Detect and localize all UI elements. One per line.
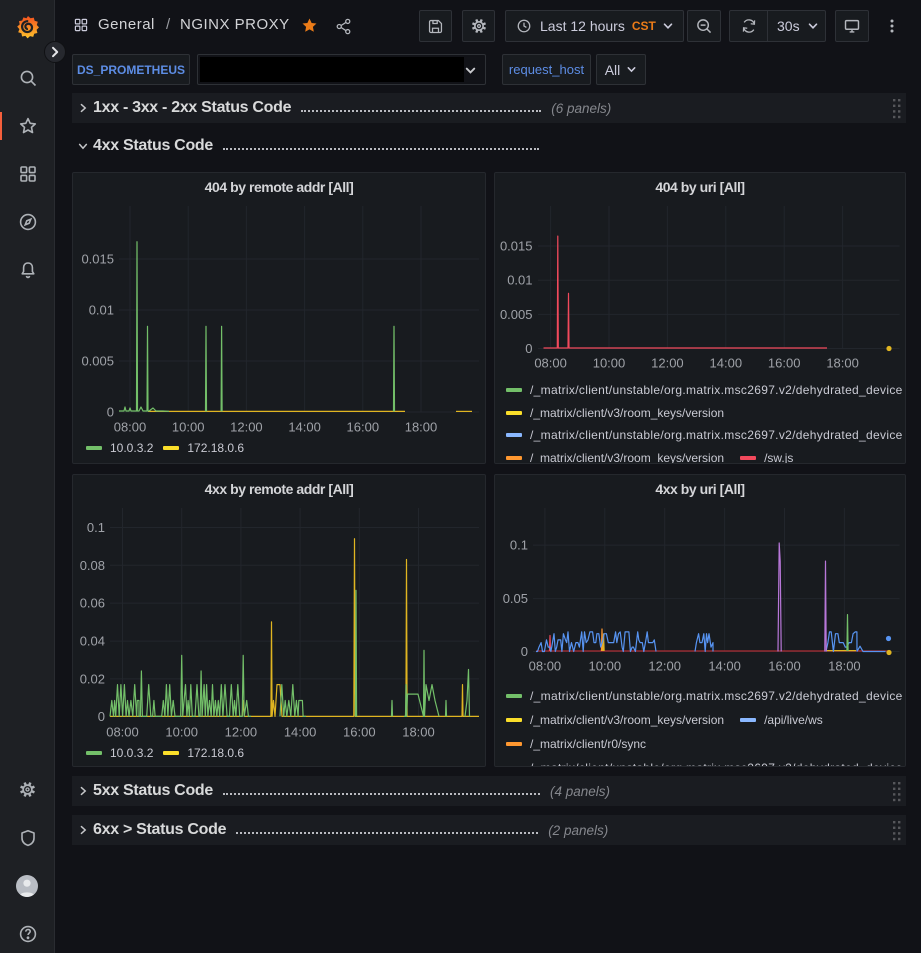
svg-text:0.1: 0.1	[87, 520, 105, 535]
svg-text:08:00: 08:00	[106, 725, 139, 740]
svg-text:0: 0	[521, 644, 528, 659]
svg-text:12:00: 12:00	[230, 420, 263, 435]
svg-text:16:00: 16:00	[768, 356, 801, 371]
svg-text:0.01: 0.01	[89, 303, 114, 318]
svg-text:18:00: 18:00	[826, 356, 859, 371]
svg-text:16:00: 16:00	[768, 659, 801, 674]
svg-text:0.01: 0.01	[507, 273, 532, 288]
svg-text:12:00: 12:00	[225, 725, 258, 740]
svg-text:0.06: 0.06	[80, 596, 105, 611]
svg-text:12:00: 12:00	[651, 356, 684, 371]
svg-text:0.005: 0.005	[500, 307, 533, 322]
svg-text:08:00: 08:00	[114, 420, 147, 435]
svg-text:10:00: 10:00	[593, 356, 626, 371]
svg-text:0.015: 0.015	[81, 252, 114, 267]
svg-text:14:00: 14:00	[284, 725, 317, 740]
svg-text:14:00: 14:00	[288, 420, 321, 435]
svg-text:10:00: 10:00	[165, 725, 198, 740]
svg-text:18:00: 18:00	[828, 659, 861, 674]
svg-text:14:00: 14:00	[708, 659, 741, 674]
svg-text:12:00: 12:00	[648, 659, 681, 674]
svg-text:16:00: 16:00	[343, 725, 376, 740]
svg-text:0.02: 0.02	[80, 671, 105, 686]
svg-text:0: 0	[107, 405, 114, 420]
svg-text:10:00: 10:00	[172, 420, 205, 435]
svg-text:0: 0	[98, 709, 105, 724]
svg-text:0.1: 0.1	[510, 538, 528, 553]
svg-text:18:00: 18:00	[405, 420, 438, 435]
svg-text:0: 0	[525, 341, 532, 356]
svg-text:10:00: 10:00	[589, 659, 622, 674]
svg-text:08:00: 08:00	[529, 659, 562, 674]
svg-text:14:00: 14:00	[710, 356, 743, 371]
svg-text:0.08: 0.08	[80, 558, 105, 573]
svg-text:18:00: 18:00	[402, 725, 435, 740]
svg-text:0.05: 0.05	[503, 591, 528, 606]
svg-text:08:00: 08:00	[534, 356, 567, 371]
svg-text:16:00: 16:00	[347, 420, 380, 435]
svg-text:0.005: 0.005	[81, 354, 114, 369]
svg-text:0.04: 0.04	[80, 634, 105, 649]
svg-text:0.015: 0.015	[500, 239, 533, 254]
